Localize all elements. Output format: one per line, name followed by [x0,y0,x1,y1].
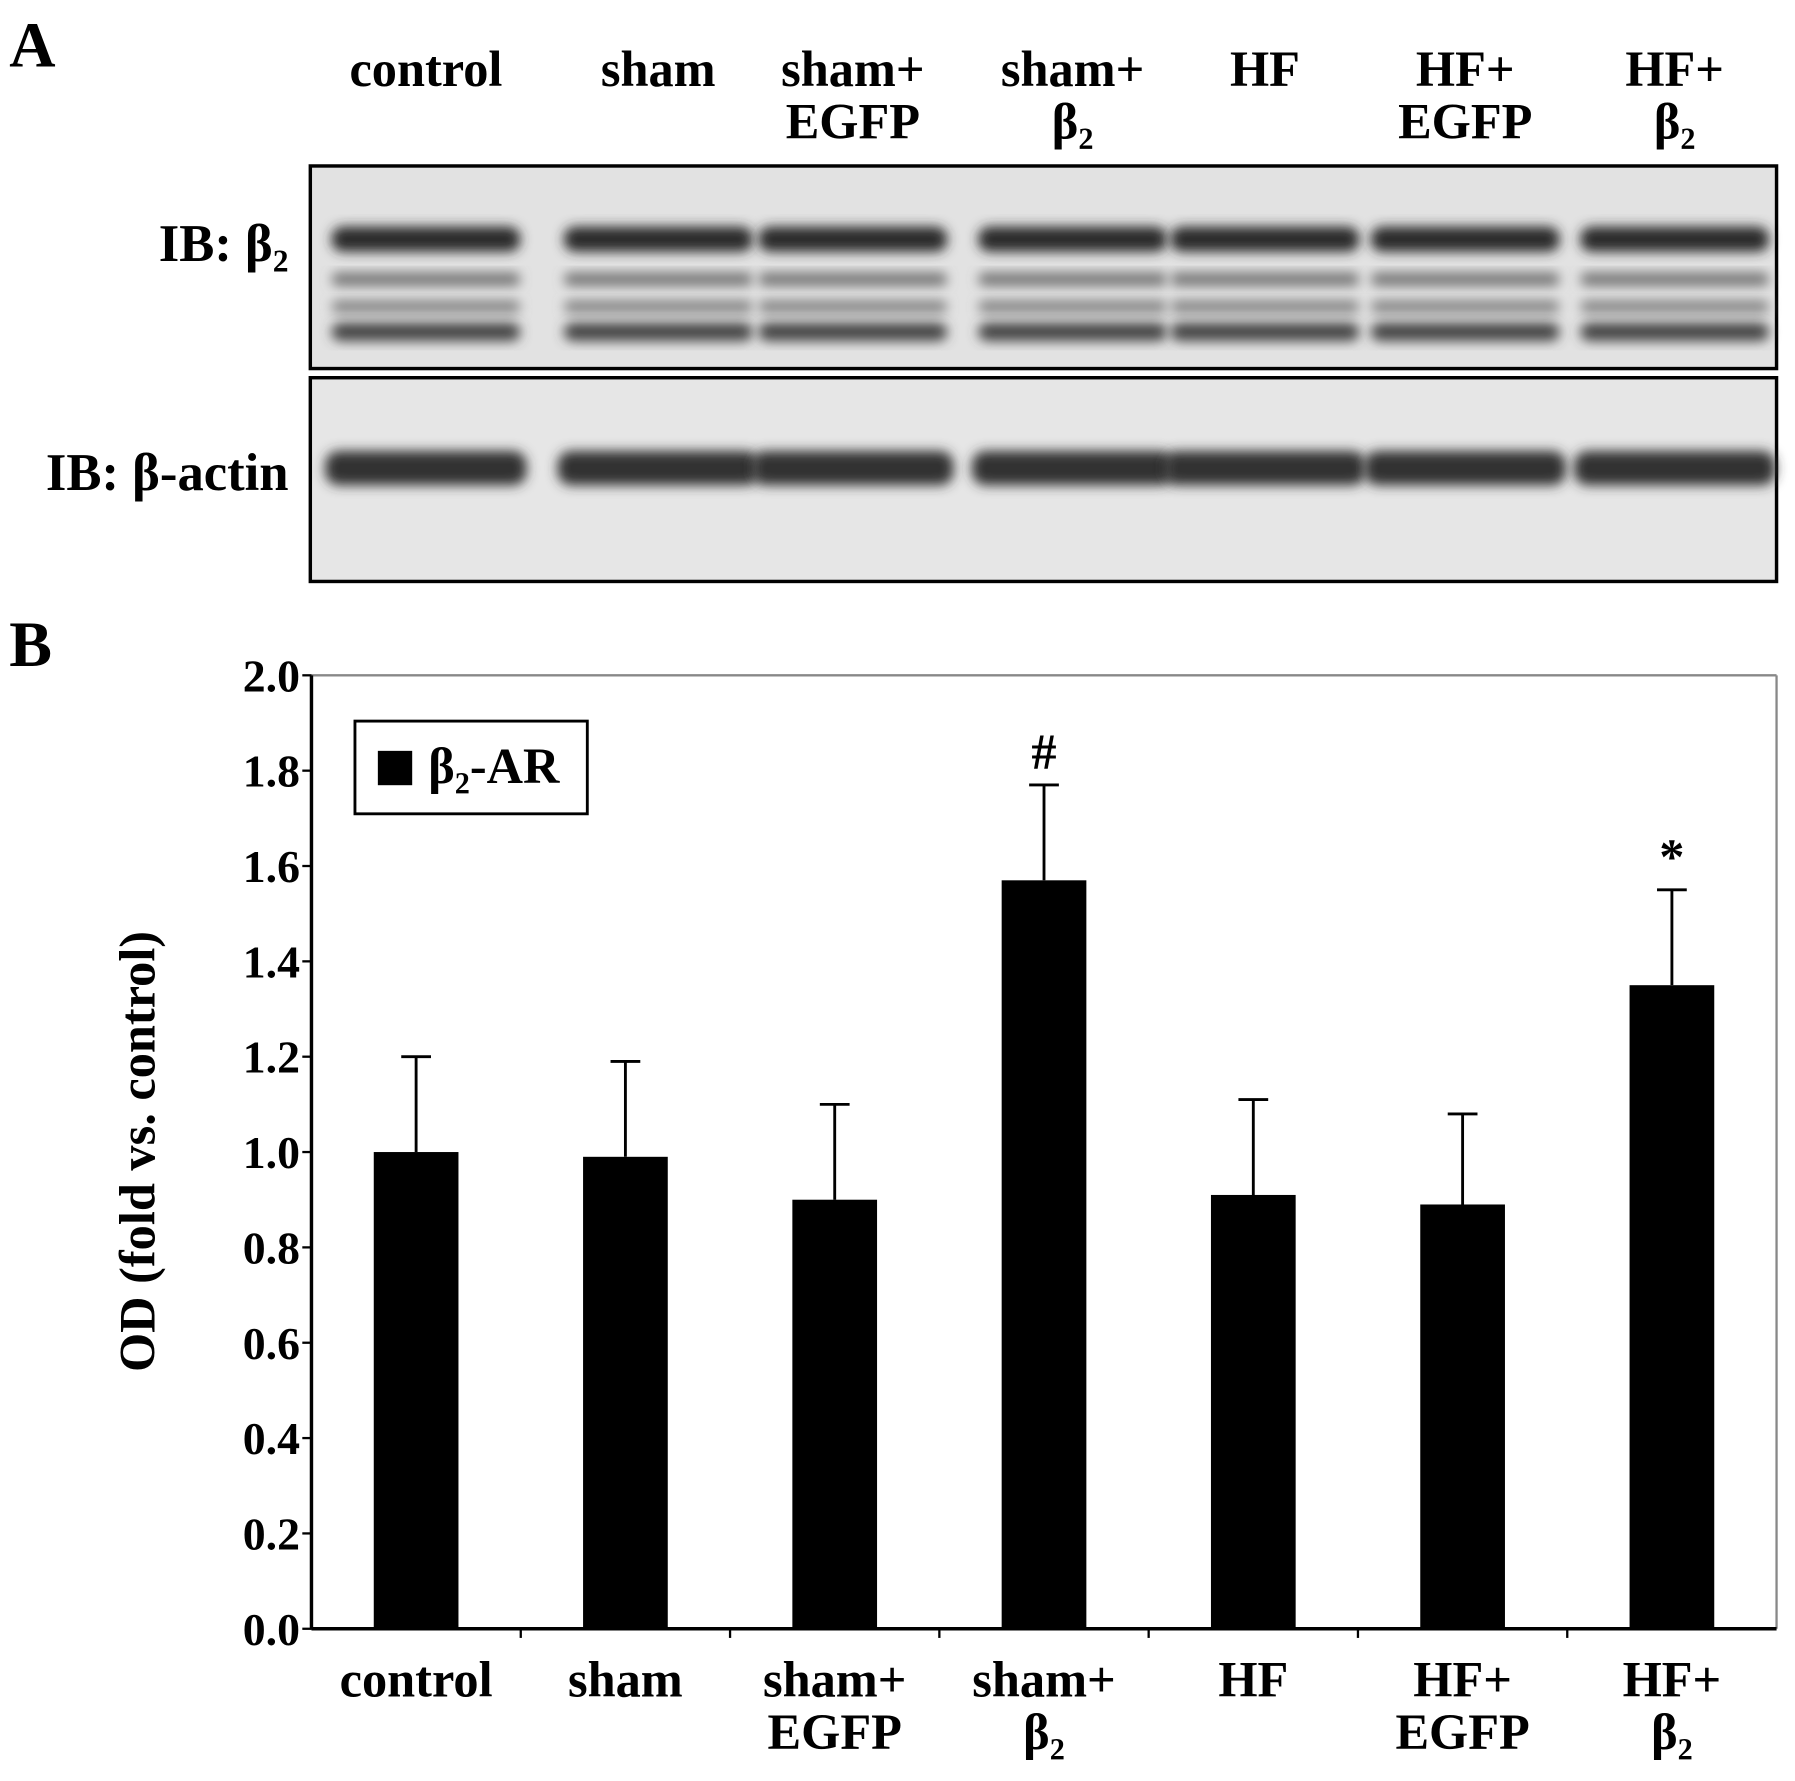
band [331,322,521,342]
band [758,226,948,252]
legend-label: β₂-AR [428,738,560,794]
band [758,272,948,287]
legend-box [353,719,589,816]
y-tick-label: 0.2 [243,1508,300,1559]
band [557,450,760,486]
band [563,322,753,342]
x-tick-label: control [340,1651,493,1707]
band [1170,322,1360,342]
band [1370,272,1560,287]
lane-label: control [349,41,502,97]
band [563,299,753,314]
significance-mark: # [1031,724,1056,780]
lane-label: HF+ EGFP [1398,41,1532,150]
band [1370,322,1560,342]
lane-label: HF [1230,41,1300,97]
x-tick-label: HF+ EGFP [1395,1651,1529,1760]
significance-mark: * [1659,829,1684,885]
lane-label: sham+ EGFP [781,41,924,150]
band [1370,299,1560,314]
x-tick-label: sham+ β₂ [972,1651,1115,1760]
band [1580,322,1770,342]
y-tick-label: 2.0 [243,650,300,701]
y-tick-label: 1.4 [243,936,300,987]
band [752,450,954,486]
y-tick-label: 1.8 [243,746,300,797]
band [563,226,753,252]
western-blot [308,164,1779,584]
lane-label: sham+ β₂ [1001,41,1144,150]
band [758,299,948,314]
band [331,272,521,287]
band [978,272,1168,287]
x-tick-label: HF [1218,1651,1288,1707]
band [325,450,527,486]
band [1573,450,1776,486]
band [1364,450,1566,486]
bar [1629,985,1715,1629]
bar [1210,1194,1296,1629]
x-tick-label: HF+ β₂ [1623,1651,1722,1760]
bar [792,1199,878,1629]
y-tick-label: 0.8 [243,1222,300,1273]
band [1164,450,1366,486]
band [331,299,521,314]
panel-label: B [9,609,52,680]
x-tick-label: sham+ EGFP [763,1651,906,1760]
bar [1001,880,1087,1629]
y-tick-label: 0.4 [243,1413,300,1464]
y-tick-label: 1.2 [243,1032,300,1083]
blot-label: IB: β₂ [159,215,289,273]
band [1370,226,1560,252]
lane-label: HF+ β₂ [1625,41,1724,150]
band [1170,299,1360,314]
x-tick-label: sham [568,1651,683,1707]
band [1170,272,1360,287]
band [1580,272,1770,287]
y-axis-title: OD (fold vs. control) [110,931,166,1372]
y-tick-label: 0.0 [243,1604,300,1655]
band [331,226,521,252]
band [978,299,1168,314]
bar [583,1156,668,1629]
band [1170,226,1360,252]
lane-label: sham [601,41,716,97]
band [971,450,1174,486]
band [758,322,948,342]
blot-label: IB: β-actin [46,444,289,502]
legend-swatch [377,750,413,786]
y-tick-label: 0.6 [243,1318,300,1369]
y-tick-label: 1.6 [243,841,300,892]
bar [1420,1204,1505,1629]
band [978,226,1168,252]
bar [373,1152,459,1629]
band [563,272,753,287]
panel-label: A [9,9,55,80]
y-tick-label: 1.0 [243,1127,300,1178]
band [1580,299,1770,314]
band [978,322,1168,342]
band [1580,226,1770,252]
